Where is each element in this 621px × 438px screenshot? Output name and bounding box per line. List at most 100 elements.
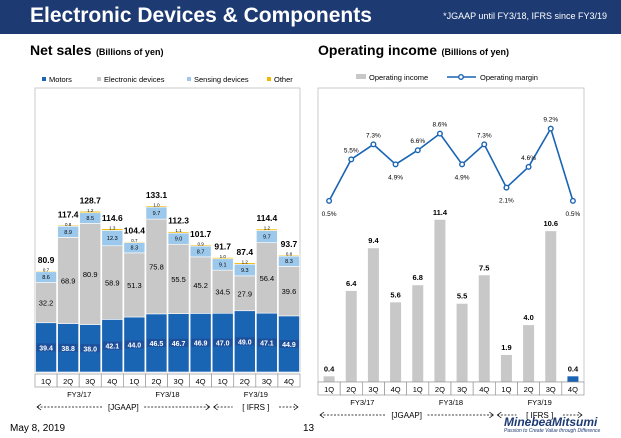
motors-value-label: 44.9 — [282, 342, 296, 349]
motors-label-bg — [58, 343, 78, 352]
sensing-value-label: 8.7 — [197, 249, 205, 255]
sensing-value-label: 9.7 — [153, 211, 161, 217]
operating-income-heading: Operating income (Billions of yen) — [318, 42, 509, 60]
net-sales-fiscal-year-label: FY3/19 — [244, 390, 268, 399]
operating-margin-point — [370, 141, 377, 148]
operating-income-bar — [523, 325, 535, 382]
other-value-label: 1.2 — [264, 226, 271, 231]
operating-income-quarter-label: 4Q — [391, 385, 401, 394]
operating-margin-value-label: 7.3% — [366, 132, 381, 139]
operating-income-fiscal-year-label: FY3/19 — [528, 398, 552, 407]
sensing-value-label: 9.3 — [241, 268, 249, 274]
electronic-value-label: 45.2 — [193, 281, 208, 290]
motors-label-bg — [124, 340, 144, 349]
sensing-value-label: 9.7 — [263, 235, 271, 241]
motors-label-bg — [213, 338, 233, 347]
motors-label-bg — [279, 339, 299, 348]
legend-swatch-operating-income — [356, 74, 366, 79]
net-sales-standard-label: [JGAAP] — [108, 403, 139, 412]
operating-income-value-label: 11.4 — [433, 208, 448, 217]
net-sales-bar-other — [145, 205, 168, 208]
accounting-note: *JGAAP until FY3/18, IFRS since FY3/19 — [443, 11, 607, 21]
operating-income-bar — [478, 275, 490, 382]
motors-label-bg — [146, 338, 166, 347]
net-sales-standard-label: [ IFRS ] — [242, 403, 269, 412]
operating-income-bar — [545, 231, 557, 382]
operating-income-quarter-label: 3Q — [457, 385, 467, 394]
operating-income-bar — [500, 354, 512, 382]
net-sales-total-label: 104.4 — [124, 226, 146, 236]
operating-margin-point — [547, 125, 554, 132]
operating-margin-point — [326, 197, 333, 204]
other-value-label: 1.2 — [242, 259, 249, 264]
net-sales-total-label: 87.4 — [237, 247, 254, 257]
operating-income-value-label: 0.4 — [324, 364, 335, 373]
sensing-value-label: 9.0 — [175, 237, 183, 243]
operating-income-value-label: 4.0 — [523, 313, 533, 322]
net-sales-quarter-label: 1Q — [41, 377, 51, 386]
operating-margin-point — [525, 163, 532, 170]
operating-income-value-label: 6.8 — [413, 273, 423, 282]
net-sales-quarter-label: 3Q — [85, 377, 95, 386]
operating-income-quarter-label: 4Q — [568, 385, 578, 394]
net-sales-fiscal-year-label: FY3/17 — [67, 390, 91, 399]
operating-income-value-label: 6.4 — [346, 279, 357, 288]
sensing-value-label: 8.3 — [285, 259, 293, 265]
operating-income-standard-arrow-left — [496, 411, 502, 419]
net-sales-quarter-label: 4Q — [107, 377, 117, 386]
net-sales-quarter-label: 2Q — [240, 377, 250, 386]
electronic-value-label: 51.3 — [127, 281, 142, 290]
other-value-label: 0.9 — [197, 241, 204, 246]
legend-label-operating-income: Operating income — [369, 73, 428, 82]
operating-income-fiscal-year-label: FY3/17 — [350, 398, 374, 407]
legend-marker-operating-margin — [458, 73, 465, 80]
operating-income-unit: (Billions of yen) — [441, 47, 509, 57]
net-sales-total-label: 80.9 — [38, 255, 55, 265]
net-sales-bar-other — [233, 262, 256, 265]
sensing-value-label: 12.3 — [107, 236, 118, 242]
net-sales-quarter-label: 4Q — [284, 377, 294, 386]
operating-income-bar — [456, 303, 468, 382]
operating-margin-value-label: 0.5% — [322, 211, 337, 218]
electronic-value-label: 56.4 — [260, 274, 275, 283]
operating-margin-point — [414, 147, 421, 154]
sensing-value-label: 8.9 — [64, 230, 72, 236]
motors-label-bg — [191, 338, 211, 347]
operating-income-bar — [390, 302, 402, 382]
motors-label-bg — [257, 338, 277, 347]
net-sales-bar-other — [123, 241, 146, 243]
net-sales-standard-arrow-left — [36, 403, 42, 411]
net-sales-fiscal-year-label: FY3/18 — [155, 390, 179, 399]
operating-margin-value-label: 4.6% — [521, 155, 536, 162]
company-logo: MinebeaMitsumi Passion to Create Value t… — [504, 416, 600, 434]
net-sales-quarter-label: 1Q — [218, 377, 228, 386]
net-sales-quarter-label: 1Q — [129, 377, 139, 386]
net-sales-quarter-label: 3Q — [174, 377, 184, 386]
net-sales-total-label: 128.7 — [80, 195, 102, 205]
legend-swatch-motors — [42, 77, 46, 81]
logo-tagline: Passion to Create Value through Differen… — [504, 428, 601, 434]
other-value-label: 1.3 — [109, 225, 116, 230]
net-sales-unit: (Billions of yen) — [95, 47, 164, 57]
footer-date: May 8, 2019 — [10, 423, 66, 434]
motors-label-bg — [102, 341, 122, 350]
other-value-label: 0.8 — [65, 222, 72, 227]
legend-swatch-sensing — [187, 77, 191, 81]
net-sales-total-label: 133.1 — [146, 190, 168, 200]
operating-margin-point — [459, 161, 466, 168]
other-value-label: 0.8 — [286, 252, 293, 257]
operating-margin-point — [481, 141, 488, 148]
legend-swatch-other — [267, 77, 271, 81]
operating-income-quarter-label: 3Q — [546, 385, 556, 394]
electronic-value-label: 80.9 — [83, 270, 98, 279]
operating-margin-line — [328, 126, 574, 202]
operating-margin-value-label: 0.5% — [566, 211, 581, 218]
operating-income-value-label: 9.4 — [368, 236, 379, 245]
other-value-label: 1.0 — [220, 254, 227, 259]
operating-income-quarter-cell — [561, 381, 585, 396]
legend-label-other: Other — [274, 75, 293, 84]
net-sales-bar-other — [189, 244, 212, 247]
net-sales-quarter-label: 3Q — [262, 377, 272, 386]
motors-value-label: 38.0 — [83, 346, 97, 353]
